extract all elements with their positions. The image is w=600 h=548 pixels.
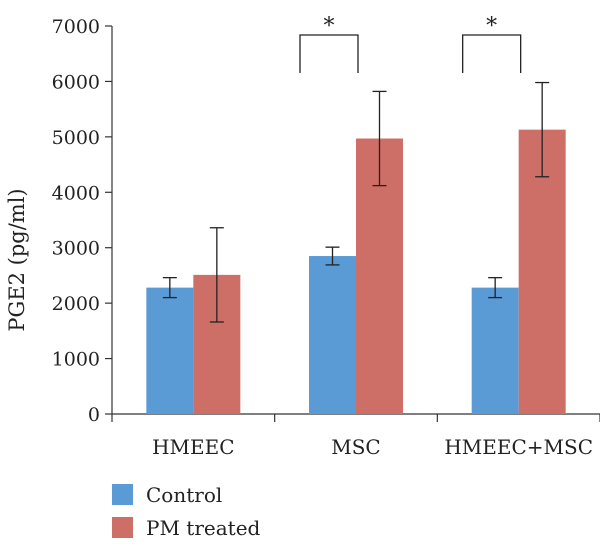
significance-bracket	[299, 34, 359, 73]
y-tick-label: 4000	[52, 182, 100, 204]
chart-axes: 0 1000 2000 3000 4000 5000 6000 7000 HMEEC MSC HME…	[52, 16, 600, 459]
chart-bars	[146, 129, 566, 414]
y-tick-label: 0	[88, 404, 100, 426]
legend-swatch	[112, 484, 133, 505]
x-category-label: HMEEC+MSC	[444, 435, 593, 459]
x-category-label: HMEEC	[152, 435, 234, 459]
significance-label: *	[486, 14, 497, 39]
bar-control	[146, 287, 194, 414]
significance-bracket	[462, 34, 522, 73]
significance-label: *	[324, 14, 335, 39]
y-axis-title: PGE2 (pg/ml)	[5, 188, 29, 331]
y-tick-label: 1000	[52, 349, 100, 371]
bar-control	[309, 256, 356, 414]
x-category-label: MSC	[331, 435, 380, 459]
y-tick-label: 5000	[52, 127, 100, 149]
y-tick-label: 6000	[52, 71, 100, 93]
y-tick-label: 3000	[52, 238, 100, 260]
y-tick-label: 7000	[52, 16, 100, 38]
bar-control	[471, 287, 519, 414]
legend-label: PM treated	[146, 516, 261, 540]
y-tick-label: 2000	[52, 293, 100, 315]
chart-legend: Control PM treated	[112, 483, 261, 540]
legend-label: Control	[146, 483, 222, 507]
significance-markers: * *	[299, 14, 522, 73]
legend-swatch	[112, 517, 133, 538]
chart-error-bars	[162, 81, 550, 323]
